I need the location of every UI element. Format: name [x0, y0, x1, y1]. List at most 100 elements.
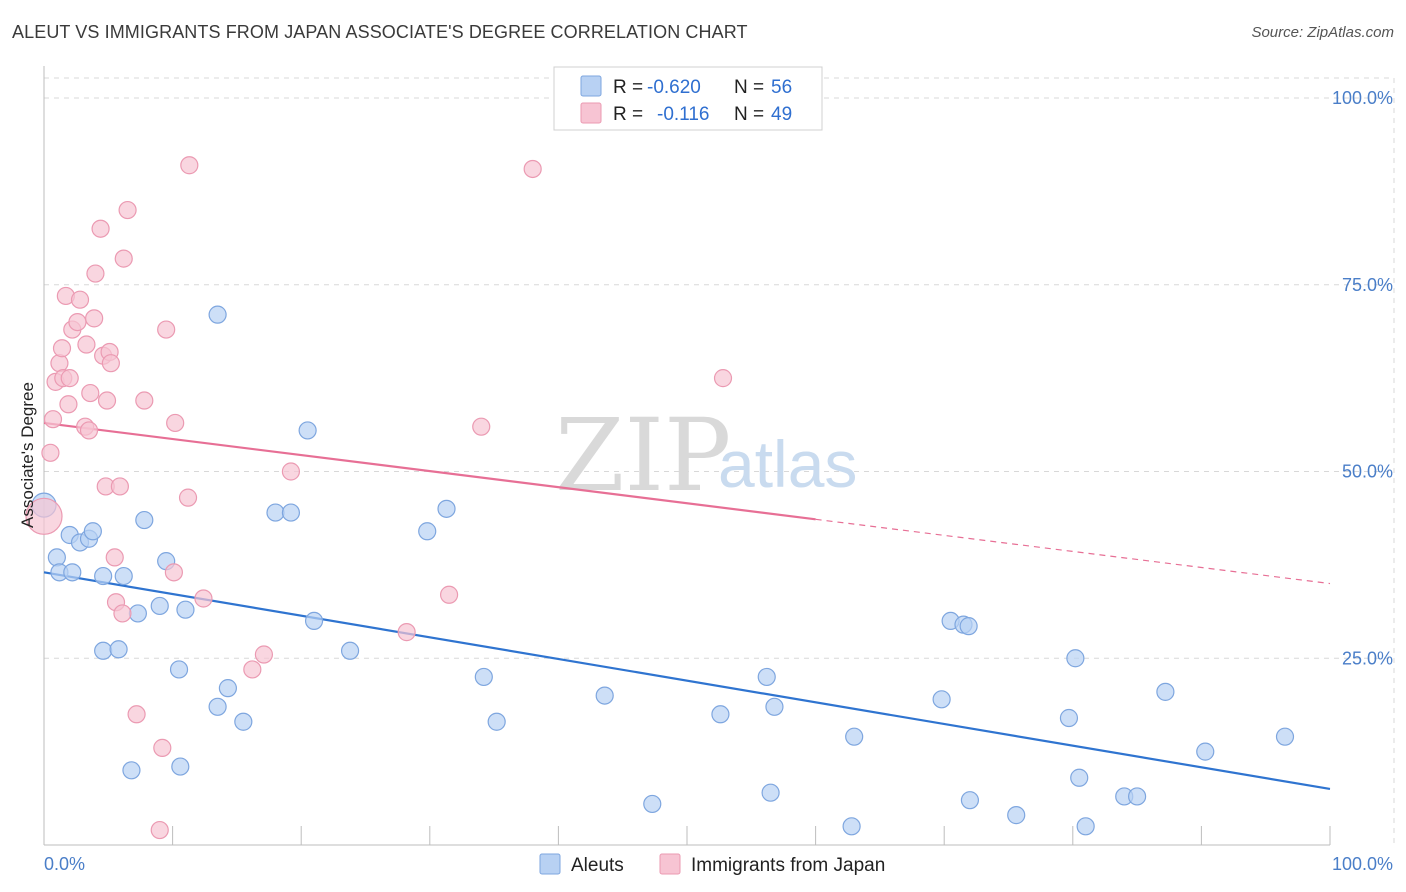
aleut-point-37 [761, 783, 780, 802]
japan-point-29 [114, 249, 133, 268]
japan-point-42 [281, 462, 301, 481]
japan-point-9 [60, 369, 79, 388]
legend-r-label-1: R = [613, 77, 643, 98]
legend-r-label-2: R = [613, 104, 643, 125]
japan-point-18 [86, 264, 105, 283]
aleut-point-31 [474, 667, 493, 687]
japan-point-38 [178, 488, 198, 507]
y-tick-label-75: 75.0% [1342, 275, 1393, 295]
aleut-point-55 [1275, 727, 1295, 746]
japan-point-27 [110, 477, 129, 496]
aleut-point-49 [1070, 768, 1089, 787]
legend-n-value-2: 49 [771, 104, 792, 125]
aleut-point-46 [1007, 806, 1026, 825]
aleut-point-20 [208, 305, 227, 324]
trend-line-1 [43, 421, 816, 521]
aleut-point-54 [1196, 742, 1215, 761]
japan-point-48 [180, 156, 199, 175]
aleut-point-7 [83, 522, 102, 541]
japan-point-22 [97, 391, 117, 410]
aleut-point-36 [757, 667, 776, 687]
aleut-point-21 [208, 697, 227, 716]
japan-point-44 [439, 585, 459, 604]
japan-point-0 [25, 497, 63, 535]
japan-point-40 [243, 660, 262, 679]
japan-point-14 [77, 335, 96, 354]
trend-line-0 [43, 571, 1331, 791]
japan-point-34 [153, 738, 172, 757]
aleut-point-45 [960, 791, 980, 810]
japan-point-17 [85, 309, 104, 328]
watermark-atlas: atlas [718, 427, 857, 501]
aleut-point-35 [711, 705, 730, 724]
japan-point-39 [194, 589, 213, 608]
aleut-point-38 [765, 697, 784, 716]
legend-r-value-2: -0.116 [657, 104, 709, 125]
aleut-point-8 [94, 566, 113, 586]
aleut-point-29 [418, 522, 437, 541]
bottom-legend-label-japan: Immigrants from Japan [691, 855, 885, 876]
aleut-point-52 [1127, 787, 1147, 806]
japan-point-2 [43, 410, 63, 429]
aleut-point-26 [298, 421, 317, 440]
japan-point-25 [105, 548, 124, 567]
aleut-point-17 [169, 660, 189, 679]
x-tick-label-max: 100.0% [1332, 854, 1393, 874]
aleut-point-15 [150, 596, 169, 616]
japan-point-35 [157, 320, 176, 339]
data-points [25, 156, 1295, 840]
legend-n-label-1: N = [734, 77, 764, 98]
trend-line-dashed-1 [815, 518, 1331, 585]
aleut-point-33 [595, 686, 614, 705]
bottom-legend: Aleuts Immigrants from Japan [539, 853, 885, 876]
source-label: Source: ZipAtlas.com [1251, 24, 1394, 41]
japan-point-12 [70, 290, 90, 309]
aleut-point-22 [218, 679, 237, 698]
japan-point-41 [254, 645, 274, 664]
gridlines [44, 77, 1395, 845]
aleut-point-50 [1076, 817, 1095, 836]
legend-n-label-2: N = [734, 104, 764, 125]
watermark-zip: ZIP [555, 397, 731, 514]
aleut-point-25 [281, 503, 301, 522]
y-tick-label-100: 100.0% [1332, 88, 1393, 108]
chart-title: ALEUT VS IMMIGRANTS FROM JAPAN ASSOCIATE… [12, 22, 748, 42]
aleut-point-18 [171, 757, 190, 776]
aleut-point-4 [63, 563, 82, 582]
japan-point-1 [41, 443, 60, 462]
legend-swatch-japan [580, 102, 602, 124]
legend-box: R = -0.620 N = 56 R = -0.116 N = 49 [553, 66, 823, 131]
aleut-point-1 [47, 548, 66, 567]
aleut-point-48 [1066, 649, 1085, 668]
aleut-point-19 [176, 600, 195, 619]
japan-point-15 [79, 421, 99, 440]
japan-point-4 [50, 354, 69, 373]
aleut-point-41 [932, 690, 951, 709]
japan-point-46 [523, 159, 542, 179]
legend-n-value-1: 56 [771, 77, 792, 98]
bottom-legend-label-aleuts: Aleuts [571, 855, 624, 876]
watermark: ZIP atlas [555, 397, 857, 514]
tick-labels: 25.0% 50.0% 75.0% 100.0% 0.0% 100.0% [44, 88, 1393, 874]
japan-point-43 [397, 623, 416, 642]
aleut-point-30 [437, 499, 456, 518]
aleut-point-10 [109, 640, 128, 659]
aleut-point-13 [128, 604, 147, 623]
aleut-point-44 [959, 617, 978, 636]
japan-point-32 [135, 391, 154, 410]
japan-point-37 [166, 413, 185, 433]
y-axis-label: Associate's Degree [18, 382, 37, 528]
y-tick-label-50: 50.0% [1342, 462, 1393, 482]
aleut-point-24 [266, 503, 285, 522]
aleut-point-53 [1156, 682, 1175, 701]
japan-point-47 [713, 369, 733, 388]
bottom-legend-swatch-aleuts [539, 853, 561, 875]
japan-point-11 [68, 313, 87, 332]
aleut-point-40 [845, 727, 864, 746]
aleut-point-47 [1059, 708, 1079, 728]
aleut-point-34 [643, 794, 662, 814]
legend-r-value-1: -0.620 [647, 77, 701, 98]
legend-swatch-aleuts [580, 75, 602, 97]
japan-point-16 [81, 383, 100, 403]
